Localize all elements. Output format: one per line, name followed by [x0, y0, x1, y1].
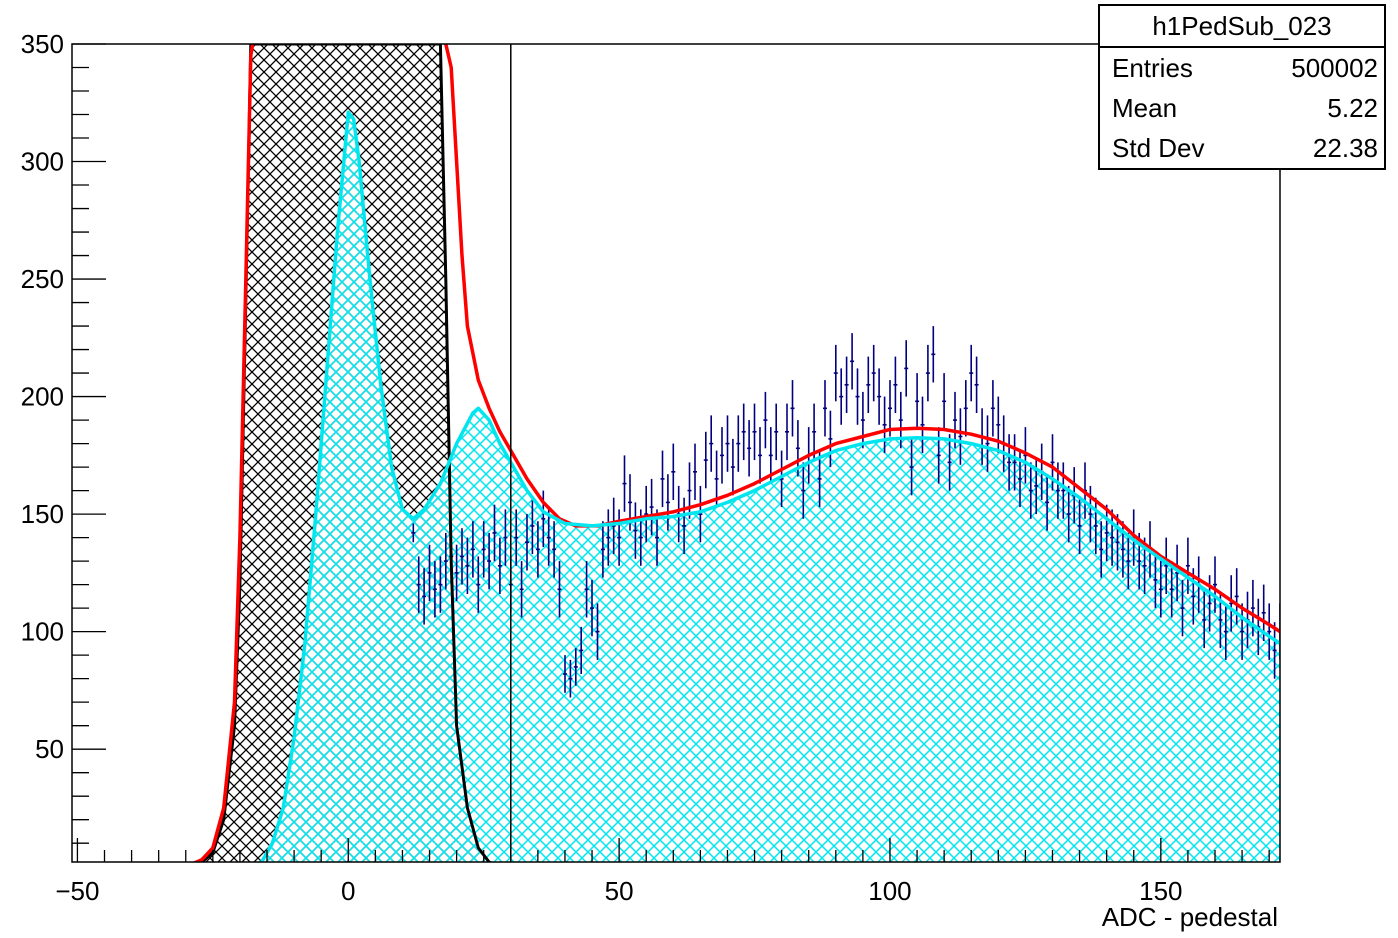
- total-fit-line: [192, 44, 1280, 862]
- y-tick-label: 250: [21, 264, 64, 294]
- stats-value: 5.22: [1327, 93, 1378, 123]
- stats-label: Std Dev: [1112, 133, 1205, 163]
- stats-value: 500002: [1291, 53, 1378, 83]
- series-fills: [202, 44, 1280, 862]
- y-tick-label: 300: [21, 147, 64, 177]
- cyan-component-fill: [261, 112, 1280, 862]
- stats-value: 22.38: [1312, 133, 1378, 163]
- x-tick-label: 100: [868, 876, 911, 906]
- x-tick-label: −50: [55, 876, 99, 906]
- plot-frame: [71, 43, 1281, 863]
- cyan-component-line: [257, 110, 1280, 862]
- y-tick-label: 350: [21, 29, 64, 59]
- x-tick-label: 0: [341, 876, 355, 906]
- stats-row-entries: Entries 500002: [1100, 48, 1384, 88]
- stats-box: h1PedSub_023 Entries 500002 Mean 5.22 St…: [1098, 4, 1386, 170]
- y-tick-label: 150: [21, 499, 64, 529]
- axes: −50 0 50 100 150 50 100 150 200 250 300 350: [21, 29, 1270, 906]
- black-component-line: [196, 44, 493, 862]
- stats-title: h1PedSub_023: [1100, 6, 1384, 48]
- y-tick-label: 200: [21, 382, 64, 412]
- x-tick-label: 150: [1139, 876, 1182, 906]
- stats-row-mean: Mean 5.22: [1100, 88, 1384, 128]
- stats-label: Mean: [1112, 93, 1178, 123]
- y-tick-label: 100: [21, 617, 64, 647]
- y-tick-label: 50: [35, 734, 64, 764]
- x-tick-label: 50: [605, 876, 634, 906]
- stats-label: Entries: [1112, 53, 1193, 83]
- series-lines: [192, 44, 1280, 862]
- stats-row-stddev: Std Dev 22.38: [1100, 128, 1384, 168]
- x-axis-title: ADC - pedestal: [1102, 902, 1278, 932]
